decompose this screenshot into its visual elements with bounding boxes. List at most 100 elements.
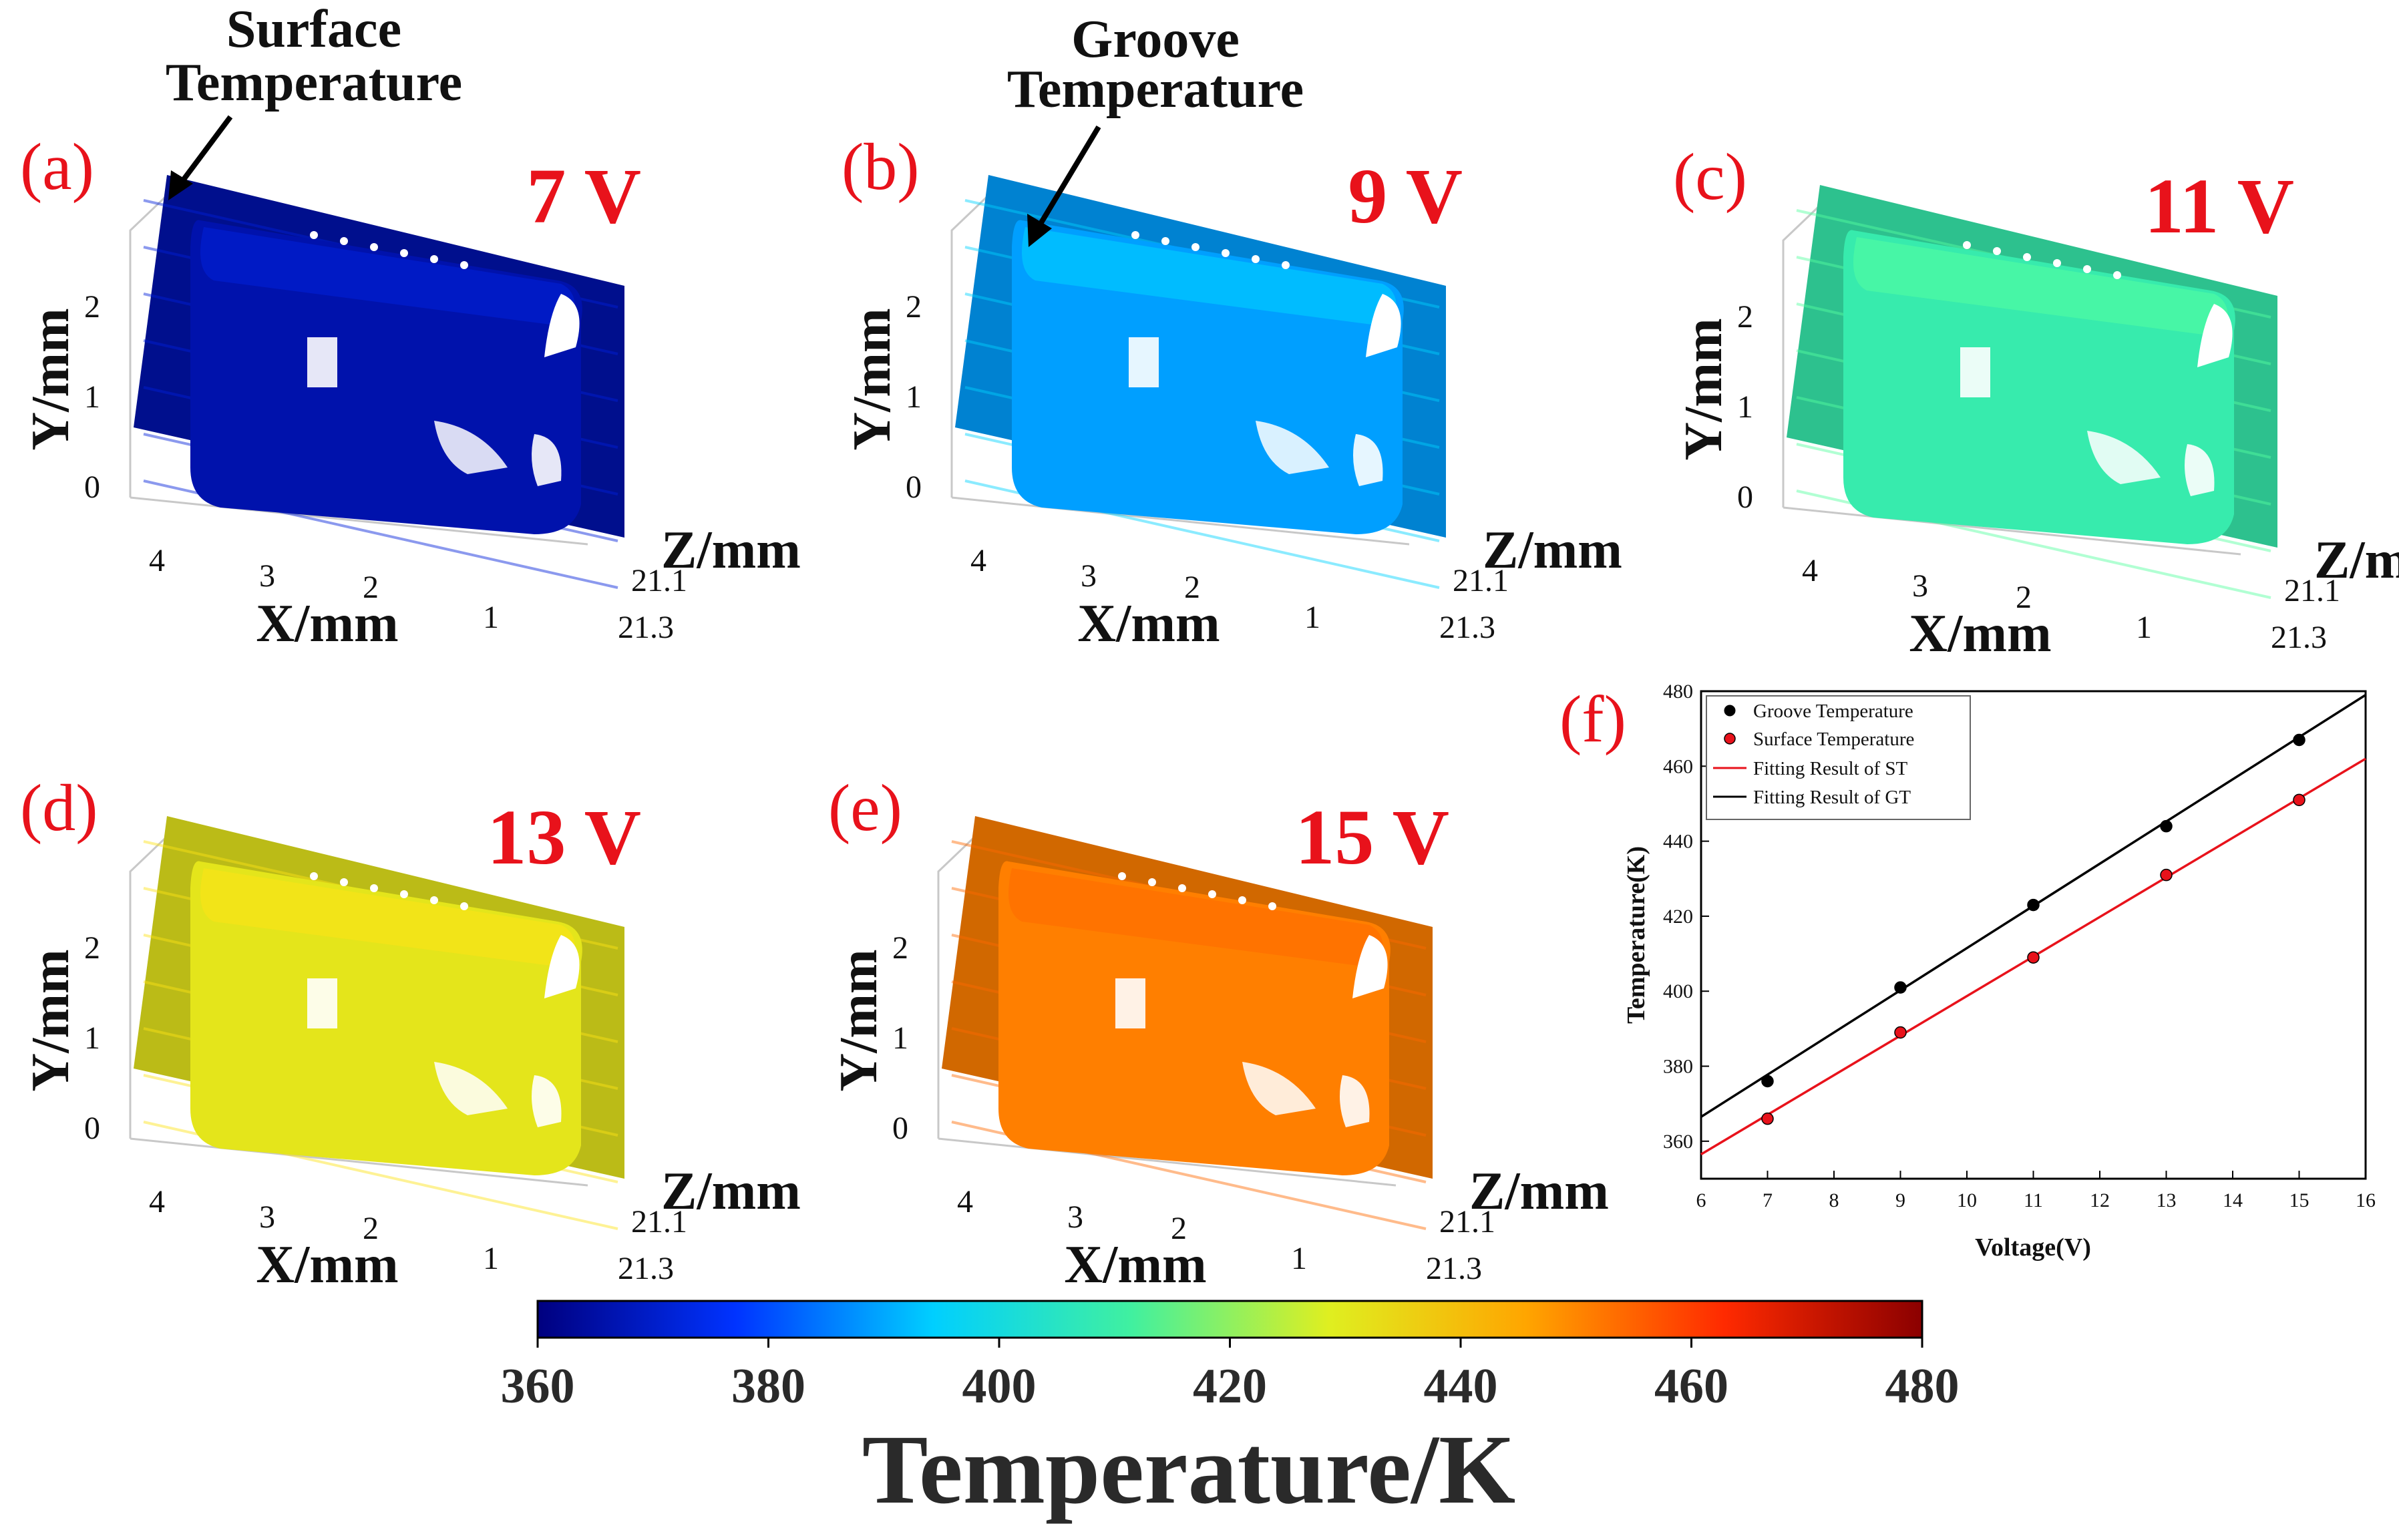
x-tick-label: 2 xyxy=(1171,1211,1187,1246)
void-dot xyxy=(1161,237,1169,245)
legend-label-fit-st: Fitting Result of ST xyxy=(1753,758,1908,779)
axis-box-edge xyxy=(1783,506,2241,556)
panel-d: (d) 13 V 0 1 2 4 3 2 1 21.1 21.3 Y/mm X/mm Z/mm xyxy=(20,771,801,1294)
chart-y-tick-label: 420 xyxy=(1663,906,1693,928)
panel-e: (e) 15 V 0 1 2 4 3 2 1 21.1 21.3 Y/mm X/mm Z/mm xyxy=(828,771,1609,1294)
void-highlight xyxy=(1256,421,1329,474)
chart-ylabel: Temperature(K) xyxy=(1622,846,1650,1024)
void-dot xyxy=(460,261,468,269)
y-tick-label: 0 xyxy=(84,469,100,505)
y-axis-label: Y/mm xyxy=(21,308,80,450)
z-tick-label: 21.3 xyxy=(1426,1251,1482,1286)
void-dot xyxy=(2083,265,2091,273)
y-axis-label: Y/mm xyxy=(21,949,80,1091)
legend-marker-groove xyxy=(1724,705,1736,717)
void-highlight xyxy=(1340,1075,1370,1127)
x-axis-label: X/mm xyxy=(256,1235,398,1294)
void-dot xyxy=(310,872,318,880)
y-axis-label: Y/mm xyxy=(843,308,902,450)
voltage-label: 9 V xyxy=(1348,152,1463,240)
voltage-label: 15 V xyxy=(1295,793,1449,881)
chart-x-tick-label: 16 xyxy=(2356,1189,2376,1211)
y-tick-label: 0 xyxy=(906,469,922,505)
x-tick-label: 1 xyxy=(2136,610,2152,645)
panel-label-f: (f) xyxy=(1559,682,1626,756)
z-tick-label: 21.1 xyxy=(631,1204,687,1239)
point-surface-temperature xyxy=(2160,868,2173,882)
device-rail xyxy=(200,227,575,327)
axis-box-edge xyxy=(129,188,175,498)
void-dot xyxy=(370,884,378,892)
z-axis-label: Z/mm xyxy=(661,1162,801,1221)
void-highlight xyxy=(1353,434,1383,486)
colorbar-tick-label: 380 xyxy=(731,1359,805,1414)
x-axis-label: X/mm xyxy=(1909,604,2051,663)
x-tick-label: 3 xyxy=(1081,558,1097,594)
axis-box-edge xyxy=(129,829,175,1139)
legend-label-surface: Surface Temperature xyxy=(1753,729,1914,750)
z-tick-label: 21.1 xyxy=(2284,573,2340,608)
chart-x-tick-label: 10 xyxy=(1957,1189,1977,1211)
chart-legend: Groove Temperature Surface Temperature F… xyxy=(1706,695,1971,820)
x-tick-label: 2 xyxy=(2016,580,2032,615)
colorbar-tick-label: 460 xyxy=(1654,1359,1728,1414)
void-highlight xyxy=(1242,1062,1316,1115)
point-groove-temperature xyxy=(2293,733,2305,747)
colorbar-tick-label: 420 xyxy=(1193,1359,1267,1414)
x-tick-label: 4 xyxy=(149,543,165,578)
void-highlight xyxy=(2087,431,2161,484)
groove-annotation-line1: Groove xyxy=(1071,10,1240,69)
y-tick-label: 2 xyxy=(84,289,100,325)
y-tick-label: 2 xyxy=(84,930,100,966)
void-highlight xyxy=(1366,294,1401,357)
void-dot xyxy=(1963,241,1971,249)
void-dot xyxy=(310,231,318,239)
panel-a: (a) 7 V 0 1 2 4 3 2 1 21.1 21.3 Y/mm X/mm Z/mm xyxy=(20,130,801,653)
panel-label: (c) xyxy=(1673,140,1747,214)
void-dot xyxy=(2053,259,2061,267)
colorbar: 360 380 400 420 440 460 480 Temperature/K xyxy=(501,1300,1960,1525)
device-rail xyxy=(1008,868,1383,968)
z-tick-label: 21.1 xyxy=(1453,563,1509,598)
chart-x-tick-label: 11 xyxy=(2024,1189,2043,1211)
x-tick-label: 1 xyxy=(1291,1241,1307,1276)
x-tick-label: 1 xyxy=(1304,600,1320,635)
void-dot xyxy=(1191,243,1200,251)
chart-y-tick-label: 380 xyxy=(1663,1056,1693,1078)
y-tick-label: 1 xyxy=(1737,389,1753,425)
x-tick-label: 3 xyxy=(1067,1199,1083,1235)
void-dot xyxy=(1268,902,1276,910)
void-highlight xyxy=(1352,935,1388,998)
void-dot xyxy=(1131,231,1139,239)
void-dot xyxy=(1238,896,1246,904)
void-dot xyxy=(340,878,348,886)
y-axis-label: Y/mm xyxy=(1674,318,1733,460)
void-dot xyxy=(1118,872,1126,880)
point-surface-temperature xyxy=(2027,951,2040,964)
void-highlight xyxy=(2197,304,2233,367)
colorbar-tick-label: 480 xyxy=(1885,1359,1960,1414)
y-tick-label: 2 xyxy=(1737,299,1753,335)
axis-box-edge xyxy=(130,496,588,546)
y-tick-label: 2 xyxy=(906,289,922,325)
x-tick-label: 3 xyxy=(1912,568,1928,604)
surface-annotation-line1: Surface xyxy=(226,0,401,59)
colorbar-tick-label: 360 xyxy=(501,1359,575,1414)
chart-y-tick-label: 480 xyxy=(1663,681,1693,703)
void-highlight xyxy=(532,434,562,486)
x-tick-label: 2 xyxy=(363,570,379,605)
void-dot xyxy=(1222,249,1230,257)
void-highlight xyxy=(434,421,508,474)
void-dot xyxy=(2113,271,2121,279)
chart-x-tick-label: 12 xyxy=(2090,1189,2110,1211)
panel-label: (d) xyxy=(20,771,98,845)
point-groove-temperature xyxy=(2160,819,2173,833)
legend-label-groove: Groove Temperature xyxy=(1753,701,1913,722)
z-tick-label: 21.1 xyxy=(631,563,687,598)
void-dot xyxy=(1282,261,1290,269)
y-tick-label: 1 xyxy=(84,1020,100,1056)
y-tick-label: 1 xyxy=(892,1020,908,1056)
x-tick-label: 1 xyxy=(483,1241,499,1276)
